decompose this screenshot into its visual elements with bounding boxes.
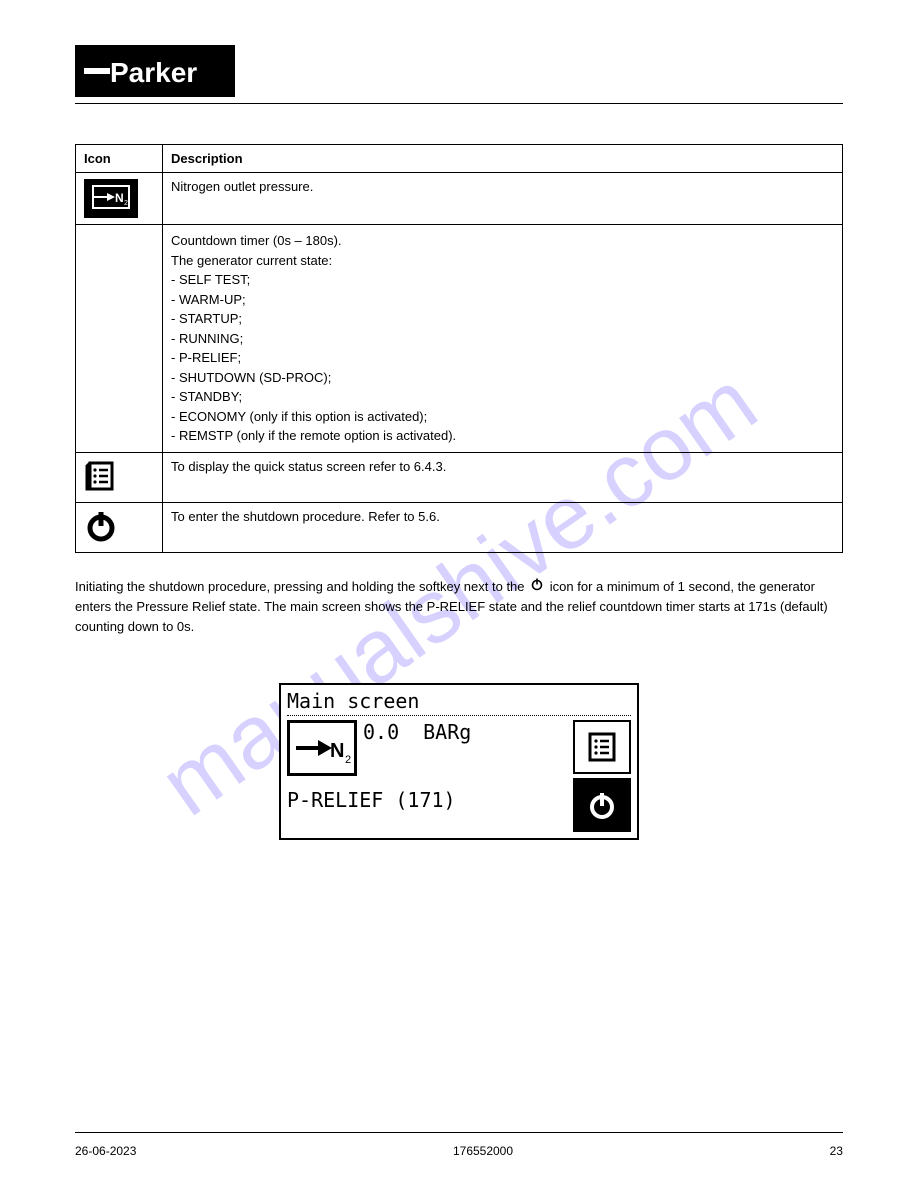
device-title-divider — [287, 715, 631, 716]
device-n2-out-icon: N 2 — [287, 720, 357, 776]
device-pressure-value: 0.0 — [363, 720, 399, 744]
table-cell-description: To enter the shutdown procedure. Refer t… — [163, 502, 843, 552]
footer-divider — [75, 1132, 843, 1133]
n2-out-icon: N 2 — [84, 179, 138, 218]
power-icon — [84, 531, 118, 546]
table-row: To enter the shutdown procedure. Refer t… — [76, 502, 843, 552]
table-row: To display the quick status screen refer… — [76, 452, 843, 502]
table-cell-icon — [76, 452, 163, 502]
states-line: Countdown timer (0s – 180s). — [171, 231, 834, 251]
table-cell-description: Nitrogen outlet pressure. — [163, 173, 843, 225]
table-row: N 2 Nitrogen outlet pressure. — [76, 173, 843, 225]
footer-doc-number: 176552000 — [453, 1144, 513, 1158]
svg-text:N: N — [115, 191, 124, 205]
device-list-softkey[interactable] — [573, 720, 631, 774]
states-line: - ECONOMY (only if this option is activa… — [171, 407, 834, 427]
device-top-line: N 2 0.0 BARg — [287, 720, 567, 776]
brand-logo: Parker — [75, 45, 235, 97]
device-pressure-unit: BARg — [423, 720, 471, 744]
states-line: The generator current state: — [171, 251, 834, 271]
states-line: - SHUTDOWN (SD-PROC); — [171, 368, 834, 388]
states-line: - STANDBY; — [171, 387, 834, 407]
device-left-pane: N 2 0.0 BARg P-RELIEF (171) — [287, 720, 567, 812]
list-icon — [84, 481, 118, 496]
table-cell-description-states: Countdown timer (0s – 180s). The generat… — [163, 225, 843, 453]
states-line: - WARM-UP; — [171, 290, 834, 310]
list-icon — [585, 730, 619, 764]
icon-description-table: Icon Description N 2 — [75, 144, 843, 553]
power-icon — [585, 788, 619, 822]
states-line: - RUNNING; — [171, 329, 834, 349]
table-cell-icon — [76, 502, 163, 552]
table-header-icon: Icon — [76, 145, 163, 173]
shutdown-paragraph: Initiating the shutdown procedure, press… — [75, 577, 843, 638]
power-inline-icon — [530, 577, 544, 597]
parker-logo-icon: Parker — [80, 51, 230, 91]
svg-text:2: 2 — [345, 754, 351, 766]
brand-logo-text: Parker — [110, 57, 197, 88]
table-header-description: Description — [163, 145, 843, 173]
states-line: - REMSTP (only if the remote option is a… — [171, 426, 834, 446]
device-screen-frame: Main screen N 2 — [279, 683, 639, 840]
header-divider — [75, 103, 843, 104]
device-softkeys — [573, 720, 631, 832]
footer-page-number: 23 — [830, 1144, 843, 1158]
device-screen-title: Main screen — [287, 689, 631, 713]
table-cell-description: To display the quick status screen refer… — [163, 452, 843, 502]
page-footer: 26-06-2023 176552000 23 — [75, 1144, 843, 1158]
page: manualshive.com Parker Icon Description — [0, 0, 918, 1188]
svg-text:N: N — [330, 740, 344, 762]
states-line: - STARTUP; — [171, 309, 834, 329]
paragraph-pre: Initiating the shutdown procedure, press… — [75, 579, 525, 594]
svg-text:2: 2 — [124, 200, 128, 207]
footer-date: 26-06-2023 — [75, 1144, 136, 1158]
states-line: - P-RELIEF; — [171, 348, 834, 368]
device-body: N 2 0.0 BARg P-RELIEF (171) — [287, 720, 631, 832]
table-row: Countdown timer (0s – 180s). The generat… — [76, 225, 843, 453]
table-header-row: Icon Description — [76, 145, 843, 173]
device-screenshot: Main screen N 2 — [75, 683, 843, 840]
table-cell-icon: N 2 — [76, 173, 163, 225]
table-cell-icon-empty — [76, 225, 163, 453]
device-power-softkey[interactable] — [573, 778, 631, 832]
states-line: - SELF TEST; — [171, 270, 834, 290]
page-header: Parker — [75, 45, 843, 97]
device-status-text: P-RELIEF (171) — [287, 788, 567, 812]
